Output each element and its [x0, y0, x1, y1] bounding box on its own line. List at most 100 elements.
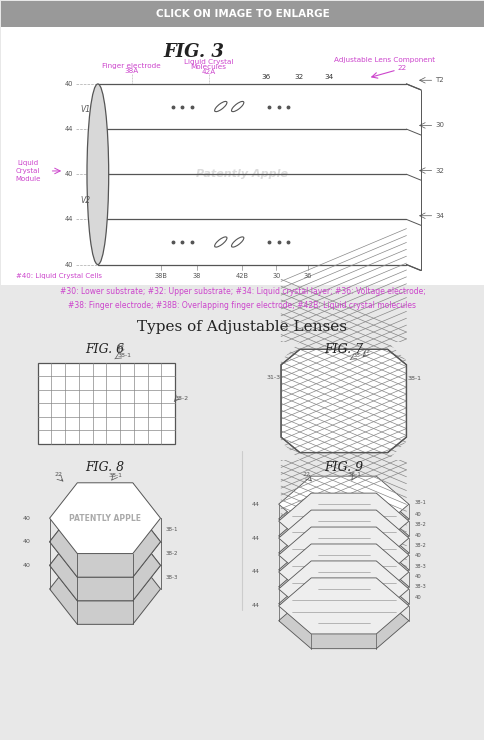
Polygon shape	[49, 530, 160, 601]
Text: FIG. 7: FIG. 7	[323, 343, 363, 356]
Text: 44: 44	[64, 126, 73, 132]
Text: 32: 32	[435, 167, 443, 174]
Text: 40: 40	[64, 81, 73, 87]
Text: 38-1: 38-1	[414, 500, 425, 505]
Text: PATENTLY APPLE: PATENTLY APPLE	[69, 514, 141, 522]
Bar	[37, 363, 175, 444]
Text: 44: 44	[251, 570, 259, 574]
Text: 42A: 42A	[201, 69, 215, 75]
Polygon shape	[49, 554, 160, 625]
Text: FIG. 9: FIG. 9	[323, 461, 363, 474]
Text: 36: 36	[303, 272, 311, 279]
Text: Patently Apple: Patently Apple	[196, 169, 288, 179]
Text: 38-2: 38-2	[165, 551, 178, 556]
Text: 40: 40	[414, 512, 421, 517]
Text: 38-1: 38-1	[165, 528, 178, 533]
Polygon shape	[49, 482, 160, 554]
Text: 36: 36	[260, 74, 270, 81]
Text: 40: 40	[22, 539, 30, 545]
Text: 42B: 42B	[236, 272, 248, 279]
Polygon shape	[49, 530, 160, 601]
Polygon shape	[278, 510, 408, 566]
Polygon shape	[278, 561, 408, 617]
Text: 38A: 38A	[124, 68, 138, 75]
Polygon shape	[278, 593, 408, 649]
Text: 38: 38	[192, 272, 200, 279]
Text: 40: 40	[22, 516, 30, 521]
Text: PATENTLY APPLE: PATENTLY APPLE	[307, 500, 379, 508]
Text: 38-1: 38-1	[407, 377, 421, 381]
Text: 38-1: 38-1	[347, 472, 361, 477]
Text: FIG. 6: FIG. 6	[85, 343, 124, 356]
Text: 30: 30	[435, 122, 443, 129]
Text: 40: 40	[64, 171, 73, 178]
Text: 40: 40	[64, 261, 73, 268]
Text: 40: 40	[414, 574, 421, 579]
Text: 44: 44	[251, 502, 259, 507]
Polygon shape	[281, 349, 406, 453]
Text: 40: 40	[414, 594, 421, 599]
Polygon shape	[271, 342, 299, 370]
Text: 44: 44	[64, 216, 73, 223]
Ellipse shape	[87, 84, 108, 265]
Text: 38-3: 38-3	[414, 585, 425, 589]
Text: 38-2: 38-2	[175, 395, 189, 400]
Text: 31-3: 31-3	[266, 375, 281, 380]
Polygon shape	[278, 508, 408, 564]
Text: CLICK ON IMAGE TO ENLARGE: CLICK ON IMAGE TO ENLARGE	[155, 10, 329, 19]
Ellipse shape	[231, 237, 243, 247]
Text: 38-3: 38-3	[414, 564, 425, 568]
Text: 38-2: 38-2	[414, 522, 425, 528]
Text: 22: 22	[396, 64, 406, 71]
Text: 30: 30	[272, 272, 280, 279]
Ellipse shape	[231, 101, 243, 112]
Text: 38-1: 38-1	[117, 354, 131, 358]
Text: 22: 22	[54, 472, 62, 477]
Text: Liquid Crystal: Liquid Crystal	[183, 59, 233, 65]
Text: 40: 40	[414, 554, 421, 558]
Ellipse shape	[214, 237, 227, 247]
Bar	[98, 84, 406, 265]
Polygon shape	[278, 559, 408, 615]
Polygon shape	[278, 527, 408, 583]
Text: 38-3: 38-3	[165, 575, 178, 579]
Text: Adjustable Lens Component: Adjustable Lens Component	[333, 58, 435, 64]
Text: 38-2: 38-2	[414, 543, 425, 548]
Ellipse shape	[214, 101, 227, 112]
Text: 44: 44	[251, 603, 259, 608]
Polygon shape	[278, 576, 408, 632]
Text: Molecules: Molecules	[190, 64, 227, 70]
Text: 22: 22	[362, 349, 370, 354]
Polygon shape	[278, 525, 408, 581]
Polygon shape	[49, 506, 160, 577]
Polygon shape	[278, 491, 408, 547]
Text: 22: 22	[117, 345, 125, 349]
Text: 22: 22	[302, 472, 310, 477]
Text: 38B: 38B	[154, 272, 166, 279]
Text: FIG. 3: FIG. 3	[164, 42, 224, 61]
Polygon shape	[278, 578, 408, 634]
Bar	[1, 27, 483, 285]
Text: 40: 40	[414, 533, 421, 538]
Text: Types of Adjustable Lenses: Types of Adjustable Lenses	[137, 320, 347, 334]
Text: Finger electrode: Finger electrode	[102, 63, 161, 70]
Text: FIG. 8: FIG. 8	[85, 461, 124, 474]
Text: V2: V2	[80, 196, 91, 205]
Text: 40: 40	[22, 563, 30, 568]
Polygon shape	[278, 476, 408, 532]
Polygon shape	[278, 544, 408, 600]
Text: 38-2: 38-2	[352, 354, 366, 358]
Polygon shape	[387, 432, 415, 460]
Text: #30: Lower substrate; #32: Upper substrate; #34: Liquid crystal layer; #36: Volt: #30: Lower substrate; #32: Upper substra…	[60, 287, 424, 309]
Text: 44: 44	[251, 536, 259, 541]
Bar	[1, 451, 483, 739]
Polygon shape	[387, 342, 415, 370]
Text: V1: V1	[80, 105, 91, 114]
Text: Liquid
Crystal
Module: Liquid Crystal Module	[15, 160, 41, 182]
Polygon shape	[49, 506, 160, 577]
Text: 32: 32	[294, 74, 303, 81]
Polygon shape	[278, 542, 408, 598]
Text: 34: 34	[435, 212, 443, 219]
Text: T2: T2	[435, 77, 443, 84]
Text: #40: Liquid Crystal Cells: #40: Liquid Crystal Cells	[16, 272, 102, 279]
